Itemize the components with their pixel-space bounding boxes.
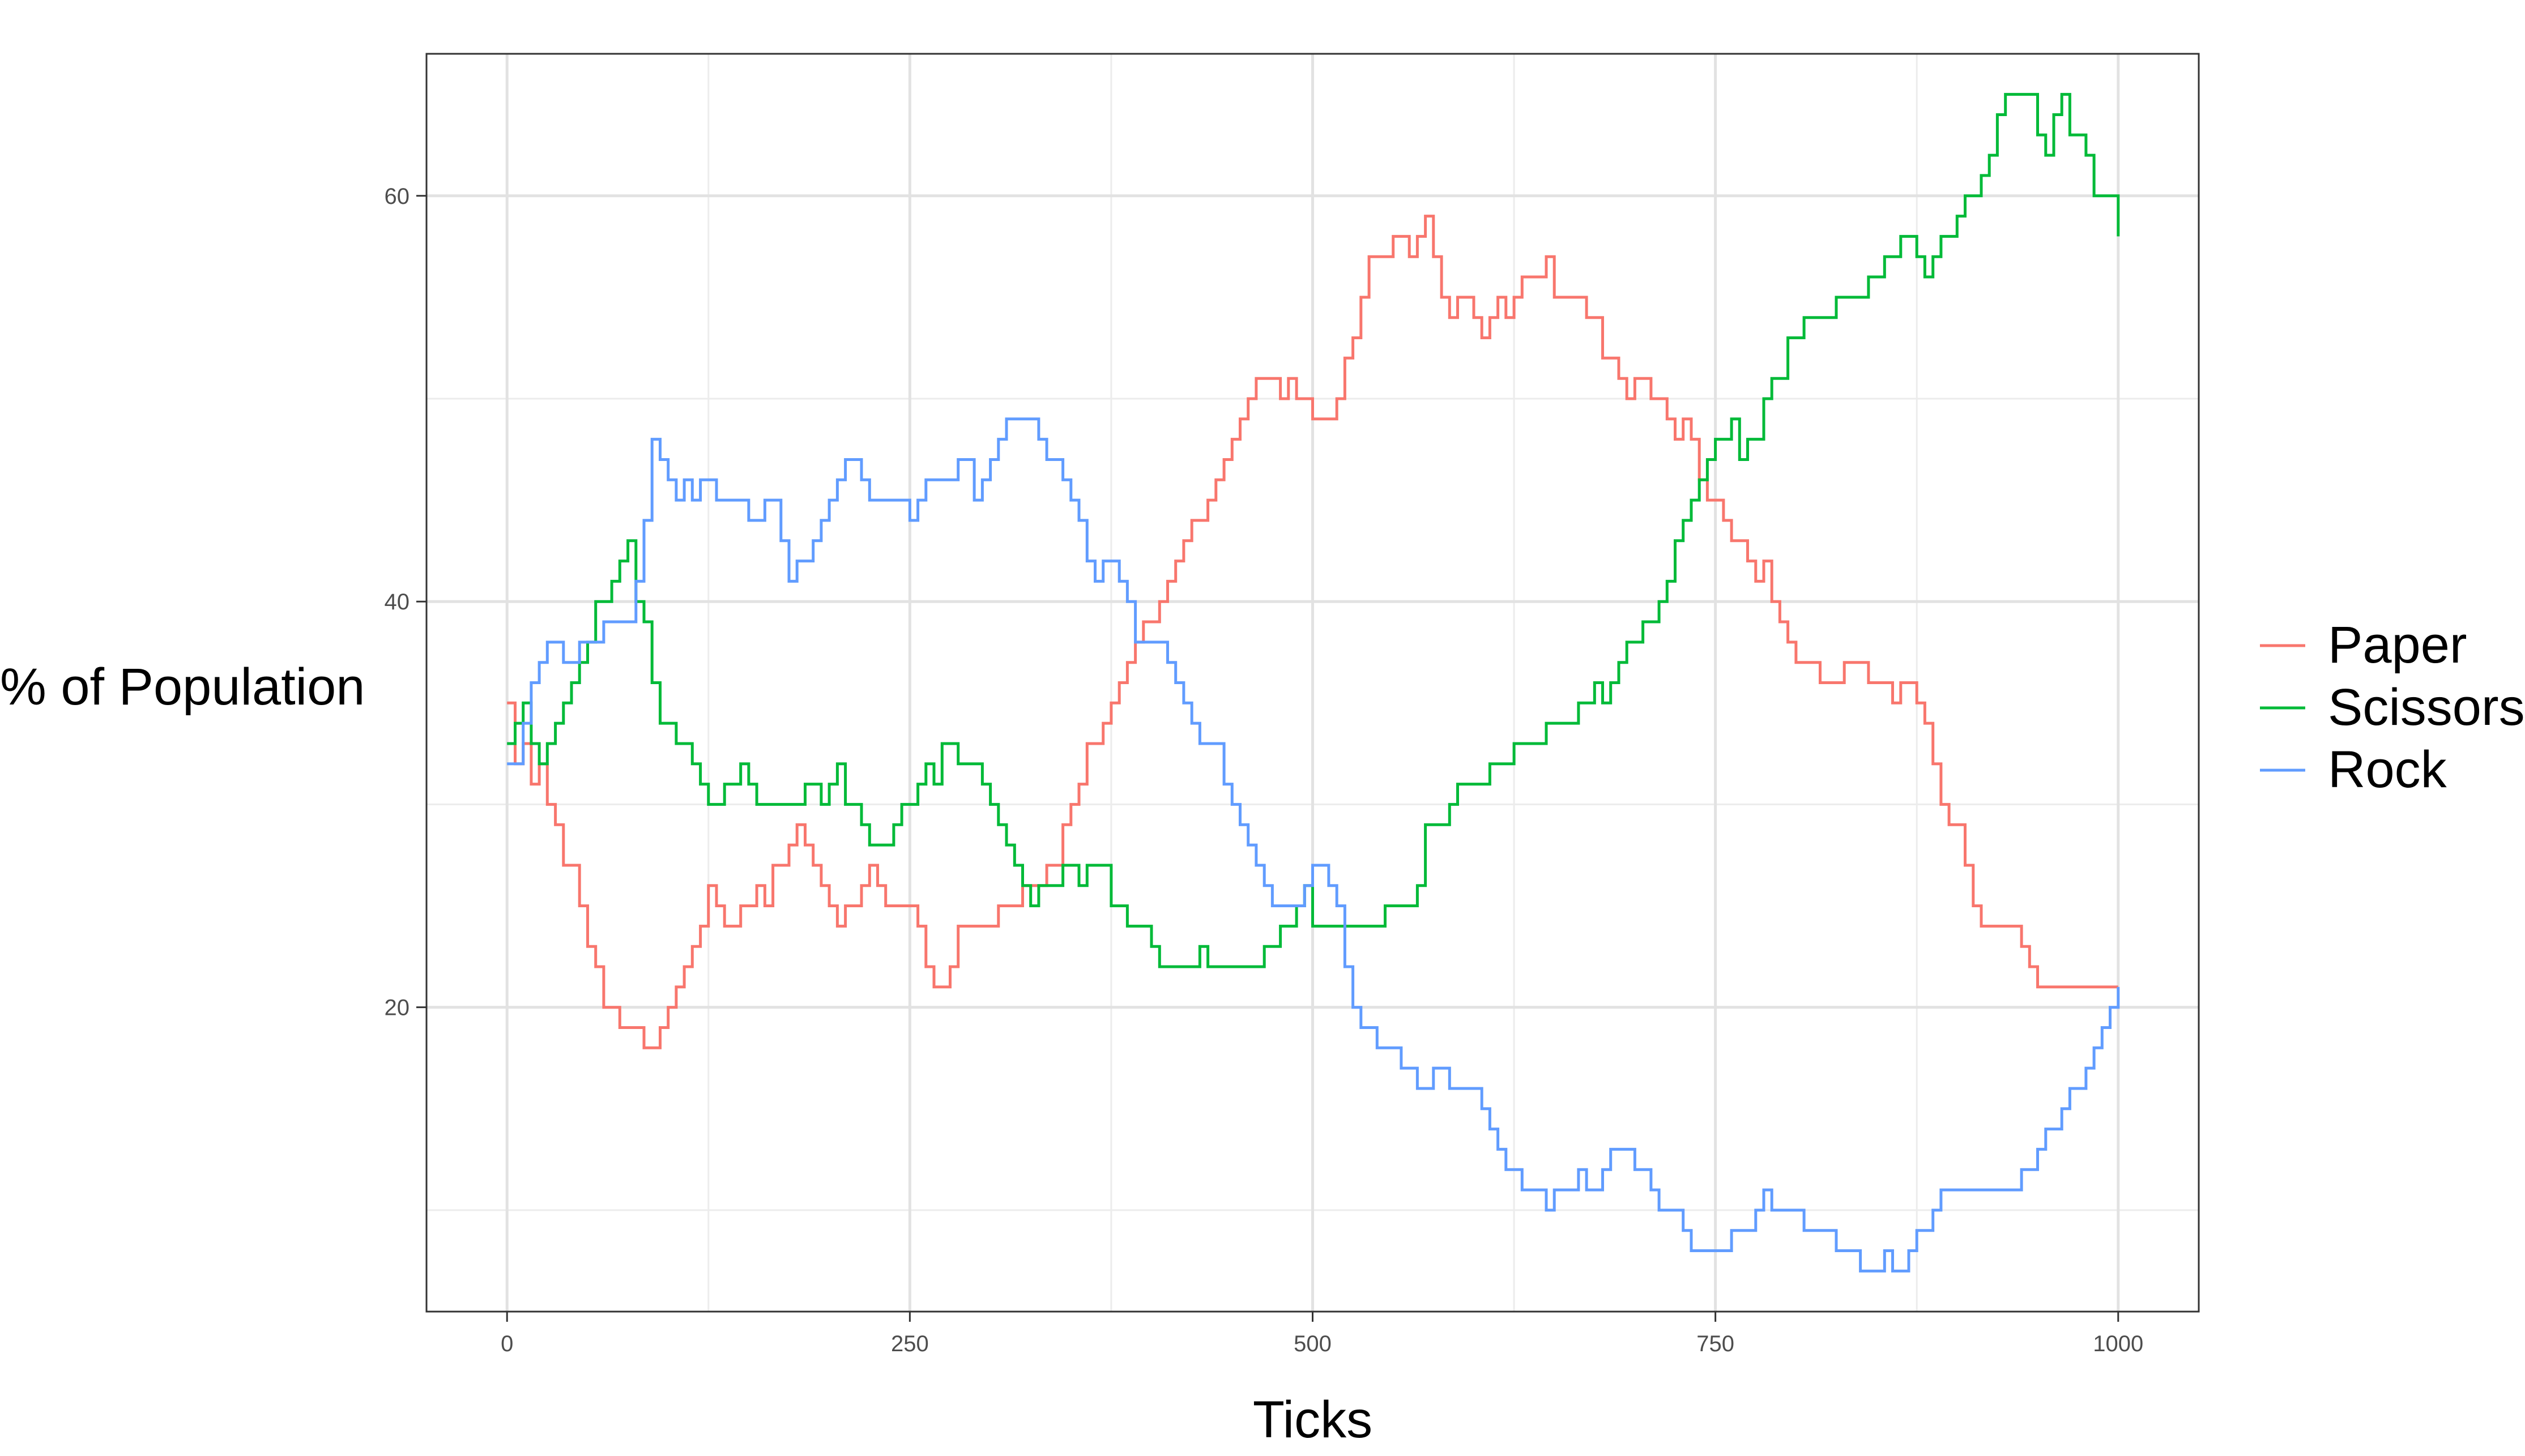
legend-label-rock: Rock xyxy=(2328,741,2447,799)
x-tick-label: 750 xyxy=(1696,1331,1734,1356)
legend-label-scissors: Scissors xyxy=(2328,678,2525,736)
y-tick-label: 60 xyxy=(385,184,410,209)
x-tick-label: 1000 xyxy=(2093,1331,2143,1356)
series-line-scissors xyxy=(507,93,2120,968)
series-line-paper xyxy=(507,215,2118,1049)
y-tick-label: 20 xyxy=(385,996,410,1021)
x-tick-label: 250 xyxy=(891,1331,929,1356)
y-tick-label: 40 xyxy=(385,590,410,614)
x-axis-label: Ticks xyxy=(1253,1391,1372,1449)
series-line-rock xyxy=(507,417,2120,1273)
legend-label-paper: Paper xyxy=(2328,616,2467,674)
x-tick-label: 0 xyxy=(501,1331,513,1356)
x-tick-label: 500 xyxy=(1294,1331,1332,1356)
y-axis-label: % of Population xyxy=(0,658,365,716)
